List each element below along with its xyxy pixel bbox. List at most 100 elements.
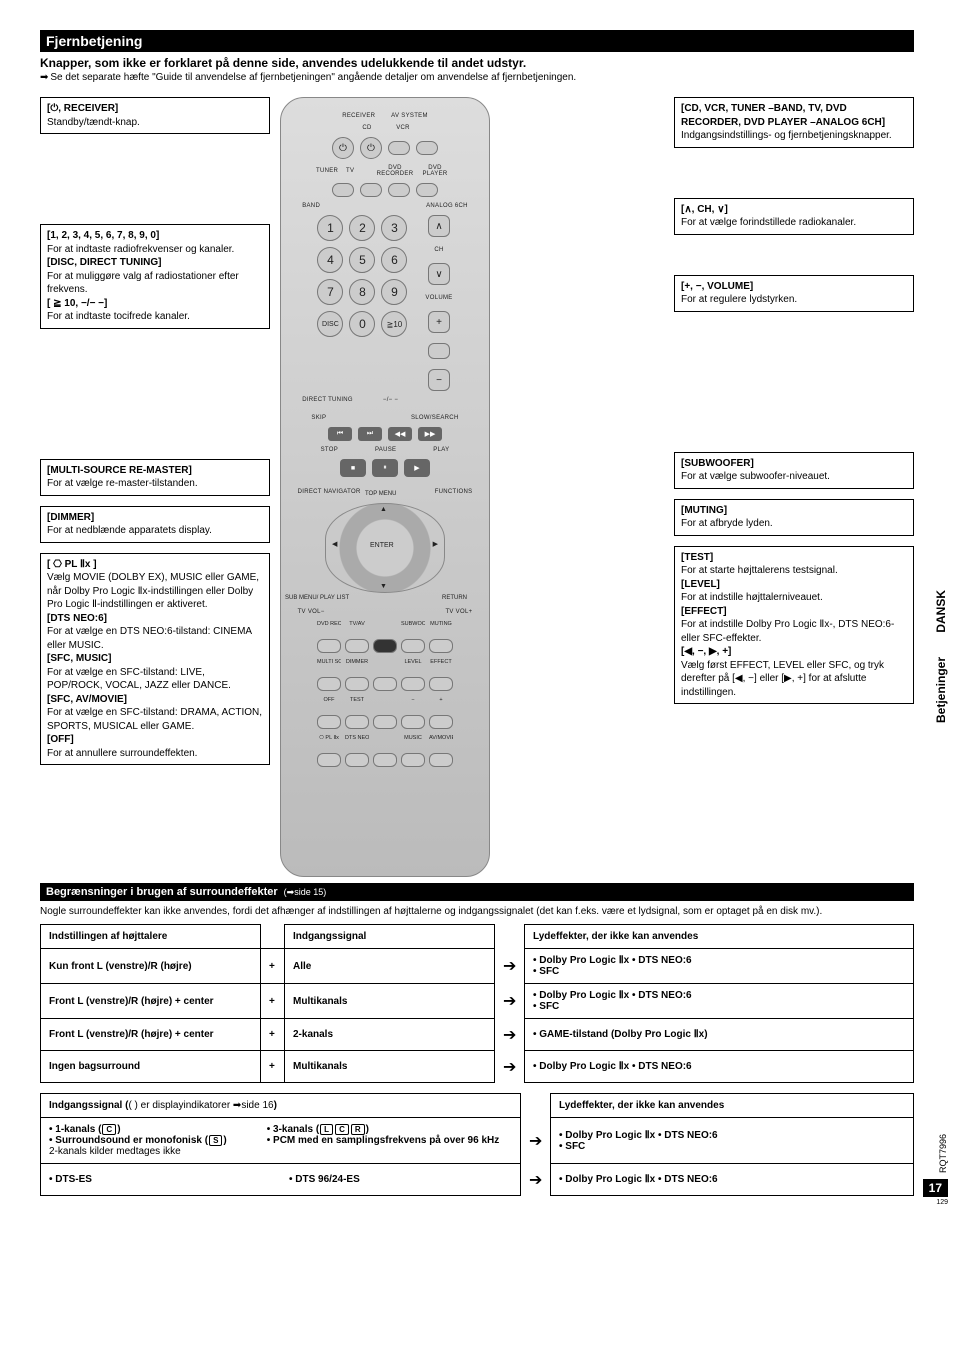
dvdrec-button[interactable]: [388, 183, 410, 197]
num-1-button[interactable]: 1: [317, 215, 343, 241]
remote-label: TUNER: [316, 168, 344, 174]
dtsneo6-button[interactable]: [345, 753, 369, 767]
num-9-button[interactable]: 9: [381, 279, 407, 305]
callout-head: [⏻, RECEIVER]: [47, 102, 263, 116]
num-4-button[interactable]: 4: [317, 247, 343, 273]
num-8-button[interactable]: 8: [349, 279, 375, 305]
arrow-right-icon: ➔: [521, 1164, 551, 1196]
blank-button[interactable]: [373, 753, 397, 767]
page-micro: 129: [923, 1199, 948, 1206]
remote-label: SKIP: [311, 415, 326, 421]
arrow-right-icon: ➔: [495, 984, 525, 1019]
effect-button[interactable]: [429, 677, 453, 691]
num-5-button[interactable]: 5: [349, 247, 375, 273]
gte10-button[interactable]: ≧10: [381, 311, 407, 337]
power-receiver-button[interactable]: ⏻: [332, 137, 354, 159]
stop-button[interactable]: ■: [340, 459, 366, 477]
disc-button[interactable]: DISC: [317, 311, 343, 337]
callout-head: [MULTI-SOURCE RE-MASTER]: [47, 464, 263, 478]
dvdplayer-button[interactable]: [416, 183, 438, 197]
vol-down-button[interactable]: −: [428, 369, 450, 391]
indicator-icon: R: [351, 1124, 365, 1135]
power-avsystem-button[interactable]: ⏻: [360, 137, 382, 159]
th-text: ): [274, 1100, 277, 1111]
callout-head: [1, 2, 3, 4, 5, 6, 7, 8, 9, 0]: [47, 229, 263, 243]
skip-fwd-button[interactable]: ⏭: [358, 427, 382, 441]
vol-mid-button[interactable]: [428, 343, 450, 359]
callout-body: Vælg MOVIE (DOLBY EX), MUSIC eller GAME,…: [47, 571, 263, 612]
drive-select-button[interactable]: [317, 639, 341, 653]
cell-text: • 3-kanals (: [267, 1124, 319, 1135]
remote-label: VCR: [388, 125, 418, 131]
callout-body: For at indtaste tocifrede kanaler.: [47, 310, 263, 324]
limitations-title-ref: (➡side 15): [284, 887, 327, 898]
skip-back-button[interactable]: ⏮: [328, 427, 352, 441]
remote-label: EFFECT: [429, 659, 453, 673]
small-button-row-4: ⎔ PL Ⅱx DTS NEO:6 MUSIC AV/MOVIE: [317, 735, 453, 767]
remote-label: MUSIC: [401, 735, 425, 749]
subwoofer-button[interactable]: [401, 639, 425, 653]
remote-label: PAUSE: [375, 447, 396, 453]
minus-button[interactable]: [401, 715, 425, 729]
cell-signal: Multikanals: [285, 1051, 495, 1083]
dimmer-button[interactable]: [345, 677, 369, 691]
num-3-button[interactable]: 3: [381, 215, 407, 241]
doc-ref: RQT7996: [938, 1134, 948, 1173]
callout-body: For at vælge re-master-tilstanden.: [47, 477, 263, 491]
arrow-right-icon: ➔: [495, 949, 525, 984]
remote-label: FUNCTIONS: [435, 489, 473, 495]
sfc-avmovie-button[interactable]: [429, 753, 453, 767]
section-note: Se det separate hæfte "Guide til anvende…: [40, 72, 914, 83]
callout-head: [SUBWOOFER]: [681, 457, 907, 471]
remote-label: PLAY: [433, 447, 449, 453]
cell-effects: • Dolby Pro Logic Ⅱx • DTS NEO:6 • SFC: [525, 949, 914, 984]
num-2-button[interactable]: 2: [349, 215, 375, 241]
plus-icon: +: [261, 984, 285, 1019]
pl2x-button[interactable]: [317, 753, 341, 767]
ch-up-button[interactable]: ∧: [428, 215, 450, 237]
spacer: [521, 1094, 551, 1118]
limitations-intro: Nogle surroundeffekter kan ikke anvendes…: [40, 905, 914, 918]
spacer: [261, 925, 285, 949]
ff-button[interactable]: ▶▶: [418, 427, 442, 441]
test-button[interactable]: [345, 715, 369, 729]
callout-body: For at nedblænde apparatets display.: [47, 524, 263, 538]
spacer: [495, 925, 525, 949]
muting-button[interactable]: [429, 639, 453, 653]
sfc-music-button[interactable]: [401, 753, 425, 767]
nav-ring[interactable]: ENTER ▲ ▼ ◀ ▶: [325, 503, 445, 593]
cell-text: • DTS 96/24-ES: [289, 1174, 360, 1185]
section-title: Fjernbetjening: [40, 30, 914, 52]
tvav-button[interactable]: [345, 639, 369, 653]
remote-label: SUBWOOFER: [401, 621, 425, 635]
plus-button[interactable]: [429, 715, 453, 729]
tv-black-button[interactable]: [373, 639, 397, 653]
remote-label: TV VOL+: [445, 609, 472, 615]
vol-up-button[interactable]: +: [428, 311, 450, 333]
blank-button[interactable]: [373, 677, 397, 691]
remote-label: TV: [346, 168, 374, 174]
num-6-button[interactable]: 6: [381, 247, 407, 273]
callout-head: [DTS NEO:6]: [47, 612, 263, 626]
cd-button[interactable]: [388, 141, 410, 155]
play-button[interactable]: ▶: [404, 459, 430, 477]
remaster-button[interactable]: [317, 677, 341, 691]
limitations-table-1: Indstillingen af højttalere Indgangssign…: [40, 924, 914, 1083]
rew-button[interactable]: ◀◀: [388, 427, 412, 441]
callout-ch: [∧, CH, ∨] For at vælge forindstillede r…: [674, 198, 914, 235]
callouts-left-col: [⏻, RECEIVER] Standby/tændt-knap. [1, 2,…: [40, 97, 270, 765]
level-button[interactable]: [401, 677, 425, 691]
cell-effects: • Dolby Pro Logic Ⅱx • DTS NEO:6: [551, 1164, 914, 1196]
callout-body: For at vælge en SFC-tilstand: DRAMA, ACT…: [47, 706, 263, 733]
pause-button[interactable]: ⏸: [372, 459, 398, 477]
off-button[interactable]: [317, 715, 341, 729]
tuner-button[interactable]: [332, 183, 354, 197]
callout-head: [DISC, DIRECT TUNING]: [47, 256, 263, 270]
num-0-button[interactable]: 0: [349, 311, 375, 337]
blank-button[interactable]: [373, 715, 397, 729]
ch-down-button[interactable]: ∨: [428, 263, 450, 285]
callout-subwoofer: [SUBWOOFER] For at vælge subwoofer-nivea…: [674, 452, 914, 489]
num-7-button[interactable]: 7: [317, 279, 343, 305]
tv-button[interactable]: [360, 183, 382, 197]
vcr-button[interactable]: [416, 141, 438, 155]
